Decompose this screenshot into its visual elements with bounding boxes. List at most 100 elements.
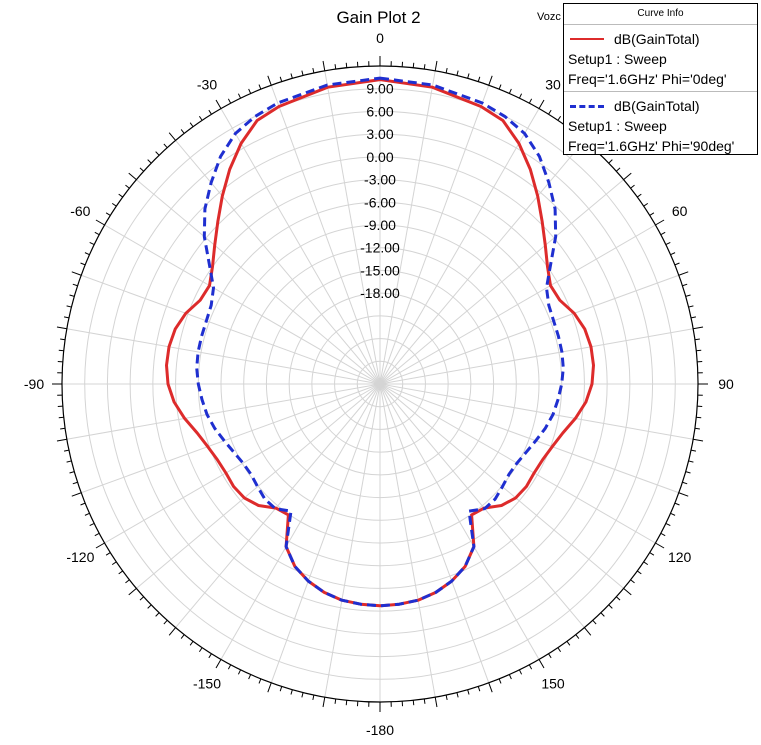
angle-tick-mark [66, 305, 72, 308]
angle-tick-mark [678, 492, 689, 497]
radial-label: 6.00 [366, 103, 393, 119]
grid-spoke [379, 108, 540, 385]
radial-label: 3.00 [366, 126, 393, 142]
angle-tick-mark [456, 70, 459, 76]
angle-label: -120 [66, 549, 94, 565]
legend-params: Freq='1.6GHz' Phi='90deg' [568, 138, 735, 154]
angle-tick-mark [248, 674, 252, 680]
grid-spoke [136, 383, 381, 589]
angle-tick-mark [71, 492, 82, 497]
angle-tick-mark [95, 542, 105, 549]
angle-tick-mark [118, 193, 124, 198]
angle-tick-mark [66, 460, 72, 463]
angle-tick-mark [56, 438, 67, 442]
angle-tick-mark [694, 338, 700, 341]
angle-tick-mark [693, 438, 704, 442]
angle-tick-mark [334, 64, 337, 70]
angle-tick-mark [488, 75, 493, 86]
angle-tick-mark [696, 349, 702, 352]
angle-tick-mark [477, 76, 481, 82]
angle-tick-mark [267, 75, 272, 86]
angle-tick-mark [643, 202, 649, 207]
angle-tick-mark [215, 659, 222, 669]
angle-tick-mark [575, 634, 580, 639]
angle-tick-mark [155, 151, 160, 156]
angle-tick-mark [94, 532, 100, 537]
angle-tick-mark [685, 294, 691, 297]
angle-tick-mark [538, 99, 545, 109]
angle-tick-mark [498, 678, 502, 684]
angle-tick-mark [690, 316, 697, 319]
angle-tick-mark [434, 697, 438, 708]
angle-tick-mark [139, 596, 145, 601]
grid-spoke [379, 383, 436, 698]
legend-header: Curve Info [564, 4, 757, 25]
angle-label: 60 [672, 203, 688, 219]
angle-tick-mark [655, 542, 665, 549]
angle-tick-mark [84, 512, 90, 516]
angle-tick-mark [467, 73, 470, 79]
grid-spoke [66, 383, 381, 440]
grid-spoke [379, 274, 679, 385]
angle-tick-mark [674, 502, 680, 506]
angle-tick-mark [84, 252, 90, 256]
legend-setup: Setup1 : Sweep [568, 118, 667, 134]
angle-tick-mark [168, 132, 176, 141]
angle-tick-mark [139, 167, 145, 172]
grid-spoke [379, 383, 694, 440]
angle-tick-mark [660, 532, 666, 537]
angle-tick-mark [608, 604, 613, 609]
grid-spoke [175, 383, 381, 628]
angle-tick-mark [528, 664, 533, 670]
angle-tick-mark [636, 193, 642, 198]
angle-tick-mark [508, 674, 512, 680]
angle-tick-mark [227, 98, 232, 104]
angle-tick-mark [80, 262, 86, 266]
grid-spoke [220, 108, 381, 385]
grid-spoke [324, 70, 381, 385]
angle-label: -60 [70, 203, 90, 219]
angle-tick-mark [518, 93, 523, 99]
angle-tick-mark [111, 202, 117, 207]
angle-tick-mark [248, 88, 252, 94]
angle-tick-mark [423, 698, 426, 704]
angle-tick-mark [58, 416, 64, 419]
angle-tick-mark [649, 212, 655, 216]
angle-tick-mark [643, 561, 649, 566]
legend-box[interactable]: Curve Info dB(GainTotal) Setup1 : Sweep … [563, 3, 758, 155]
angle-tick-mark [56, 326, 67, 330]
angle-tick-mark [670, 512, 676, 516]
angle-tick-mark [584, 627, 592, 636]
angle-tick-mark [508, 88, 512, 94]
angle-tick-mark [557, 647, 562, 653]
angle-label: -90 [24, 376, 44, 392]
grid-spoke [66, 328, 381, 385]
angle-tick-mark [63, 449, 70, 452]
radial-label: -9.00 [364, 217, 396, 233]
angle-tick-mark [72, 481, 78, 485]
plot-title-text: Gain Plot 2 [336, 8, 421, 27]
radial-label: -15.00 [360, 262, 400, 278]
angle-tick-mark [312, 694, 315, 701]
grid-spoke [379, 383, 540, 660]
legend-entry-phi0[interactable]: dB(GainTotal) Setup1 : Sweep Freq='1.6GH… [564, 25, 757, 91]
angle-tick-mark [198, 647, 203, 653]
angle-tick-mark [215, 99, 222, 109]
angle-tick-mark [600, 612, 605, 617]
grid-spoke [270, 383, 381, 683]
angle-tick-mark [345, 700, 348, 706]
angle-tick-mark [548, 653, 552, 659]
angle-tick-mark [147, 159, 152, 164]
angle-label: -150 [193, 676, 221, 692]
angle-tick-mark [155, 612, 160, 617]
angle-tick-mark [163, 143, 168, 149]
legend-entry-phi90[interactable]: dB(GainTotal) Setup1 : Sweep Freq='1.6GH… [564, 91, 757, 158]
angle-tick-mark [95, 219, 105, 226]
angle-label: -30 [197, 76, 217, 92]
angle-tick-mark [694, 427, 700, 430]
corner-label: Vozc [537, 11, 561, 23]
angle-label: -180 [366, 722, 394, 738]
grid-spoke [104, 383, 381, 544]
angle-tick-mark [105, 552, 111, 556]
